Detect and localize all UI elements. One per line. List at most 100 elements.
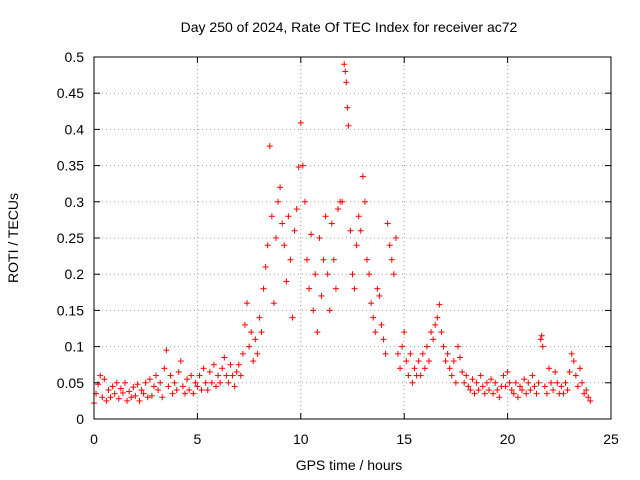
data-point xyxy=(95,381,102,388)
data-point xyxy=(345,122,352,129)
data-point xyxy=(310,307,317,314)
data-point xyxy=(368,300,375,307)
data-point xyxy=(157,379,164,386)
data-point xyxy=(194,383,201,390)
data-point xyxy=(210,361,217,368)
data-point xyxy=(221,354,228,361)
data-point xyxy=(227,361,234,368)
data-point xyxy=(326,307,333,314)
data-point xyxy=(469,376,476,383)
data-point xyxy=(409,379,416,386)
data-point xyxy=(426,358,433,365)
data-point xyxy=(444,350,451,357)
data-point xyxy=(372,329,379,336)
data-point xyxy=(109,383,116,390)
data-point xyxy=(107,394,114,401)
data-point xyxy=(527,387,534,394)
data-point xyxy=(159,394,166,401)
data-point xyxy=(138,387,145,394)
data-point xyxy=(457,354,464,361)
data-point xyxy=(560,390,567,397)
data-point xyxy=(496,394,503,401)
y-tick-label: 0.05 xyxy=(57,375,84,391)
data-point xyxy=(417,372,424,379)
y-axis-label: ROTI / TECUs xyxy=(5,193,21,283)
data-point xyxy=(564,387,571,394)
data-point xyxy=(566,368,573,375)
data-point xyxy=(587,397,594,404)
x-tick-label: 10 xyxy=(293,431,309,447)
data-point xyxy=(119,389,126,396)
data-point xyxy=(382,350,389,357)
data-point xyxy=(558,383,565,390)
data-point xyxy=(202,379,209,386)
data-point xyxy=(537,336,544,343)
data-point xyxy=(359,173,366,180)
data-point xyxy=(275,198,282,205)
y-tick-label: 0.4 xyxy=(65,121,85,137)
data-point xyxy=(285,213,292,220)
data-point xyxy=(295,164,302,171)
data-point xyxy=(291,227,298,234)
data-point xyxy=(175,368,182,375)
data-point xyxy=(438,329,445,336)
data-point xyxy=(140,390,147,397)
data-point xyxy=(554,379,561,386)
data-point xyxy=(339,198,346,205)
data-point xyxy=(244,300,251,307)
data-point xyxy=(380,336,387,343)
data-point xyxy=(504,368,511,375)
x-tick-label: 25 xyxy=(603,431,619,447)
data-point xyxy=(184,376,191,383)
data-point xyxy=(538,332,545,339)
data-point xyxy=(254,350,261,357)
data-point xyxy=(552,368,559,375)
data-point xyxy=(97,372,104,379)
data-point xyxy=(101,376,108,383)
data-point xyxy=(312,271,319,278)
data-point xyxy=(390,271,397,278)
data-point xyxy=(399,343,406,350)
data-point xyxy=(473,379,480,386)
x-tick-label: 0 xyxy=(90,431,98,447)
data-point xyxy=(324,271,331,278)
y-tick-label: 0.35 xyxy=(57,158,84,174)
data-point xyxy=(113,379,120,386)
mark-layer xyxy=(91,61,594,407)
data-point xyxy=(465,383,472,390)
data-point xyxy=(583,387,590,394)
data-point xyxy=(213,383,220,390)
data-point xyxy=(434,314,441,321)
data-point xyxy=(126,388,133,395)
data-point xyxy=(419,350,426,357)
data-point xyxy=(252,336,259,343)
data-point xyxy=(177,358,184,365)
axis-layer: 0 0.05 0.1 0.15 0.2 0.25 0.3 0.35 0.4 0.45 0.5 0 5 10… xyxy=(57,49,619,447)
data-point xyxy=(562,379,569,386)
y-tick-label: 0.1 xyxy=(65,339,85,355)
data-point xyxy=(235,361,242,368)
data-point xyxy=(297,119,304,126)
data-point xyxy=(196,372,203,379)
data-point xyxy=(134,381,141,388)
data-point xyxy=(421,365,428,372)
data-point xyxy=(459,368,466,375)
data-point xyxy=(341,61,348,68)
data-point xyxy=(153,372,160,379)
data-point xyxy=(533,390,540,397)
data-point xyxy=(411,365,418,372)
data-point xyxy=(268,213,275,220)
data-point xyxy=(316,235,323,241)
data-point xyxy=(454,343,461,350)
data-point xyxy=(502,383,509,390)
data-point xyxy=(200,365,207,372)
y-tick-label: 0.2 xyxy=(65,266,85,282)
data-point xyxy=(332,285,339,292)
x-axis-label: GPS time / hours xyxy=(296,457,403,473)
data-point xyxy=(111,390,118,397)
y-tick-label: 0.15 xyxy=(57,302,84,318)
data-point xyxy=(171,379,178,386)
data-point xyxy=(581,390,588,397)
data-point xyxy=(117,385,124,392)
data-point xyxy=(130,384,137,391)
